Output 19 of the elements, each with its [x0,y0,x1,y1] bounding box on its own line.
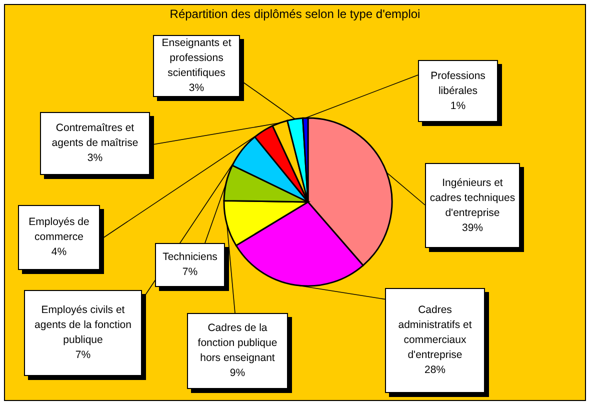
slice-label: Enseignants et professions scientifiques [160,36,232,81]
slice-label: Employés de commerce [28,215,90,245]
data-label: 4% [50,245,68,260]
slice-label: Ingénieurs et cadres techniques d'entreprise [429,176,516,220]
slice-label: Techniciens [162,250,218,265]
data-label: 9% [228,366,246,381]
data-label: 39% [460,220,484,236]
slice-label: Employés civils et agents de la fonction publique [34,303,132,348]
data-label: 7% [74,348,92,363]
slice-label: Cadres administratifs et commerciaux d'entreprise [397,303,473,363]
slice-label: Cadres de la fonction publique hors enseignant [196,321,278,366]
data-label: 28% [423,363,446,378]
data-label: 7% [181,265,199,280]
data-label: 3% [86,151,104,166]
data-label: 1% [449,98,467,114]
data-label: 3% [188,81,206,96]
slice-label: Professions libérales [430,68,486,98]
chart-title: Répartition des diplômés selon le type d'emploi [170,7,420,21]
slice-label: Contremaîtres et agents de maîtrise [50,121,140,151]
